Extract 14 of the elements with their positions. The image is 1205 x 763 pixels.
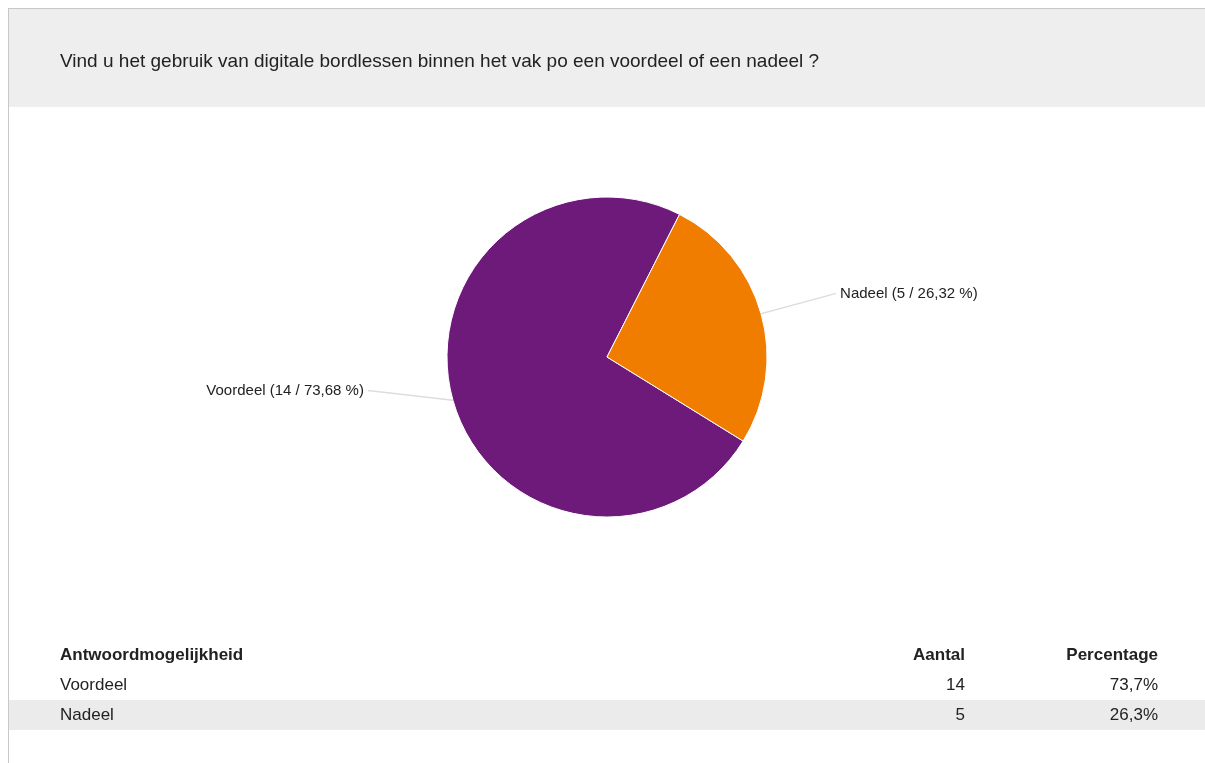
text: 5 — [955, 705, 965, 725]
text: 73,7% — [1109, 675, 1158, 695]
slice-label: Voordeel — [206, 380, 266, 398]
text: 26,3% — [1109, 705, 1158, 725]
data-label: (5 / 26,32 %) — [891, 283, 978, 301]
text: 14 — [946, 675, 965, 695]
text: Percentage — [1066, 645, 1158, 665]
text: Nadeel — [60, 705, 114, 725]
text: Antwoordmogelijkheid — [60, 645, 244, 665]
chart-title: Vind u het gebruik van digitale bordlessen binnen het vak po een voordeel of een nadeel ? — [60, 50, 820, 72]
slice-label: Nadeel — [840, 283, 888, 301]
text: Aantal — [913, 645, 965, 665]
text: Voordeel — [60, 675, 128, 695]
data-label: (14 / 73,68 %) — [269, 380, 364, 398]
